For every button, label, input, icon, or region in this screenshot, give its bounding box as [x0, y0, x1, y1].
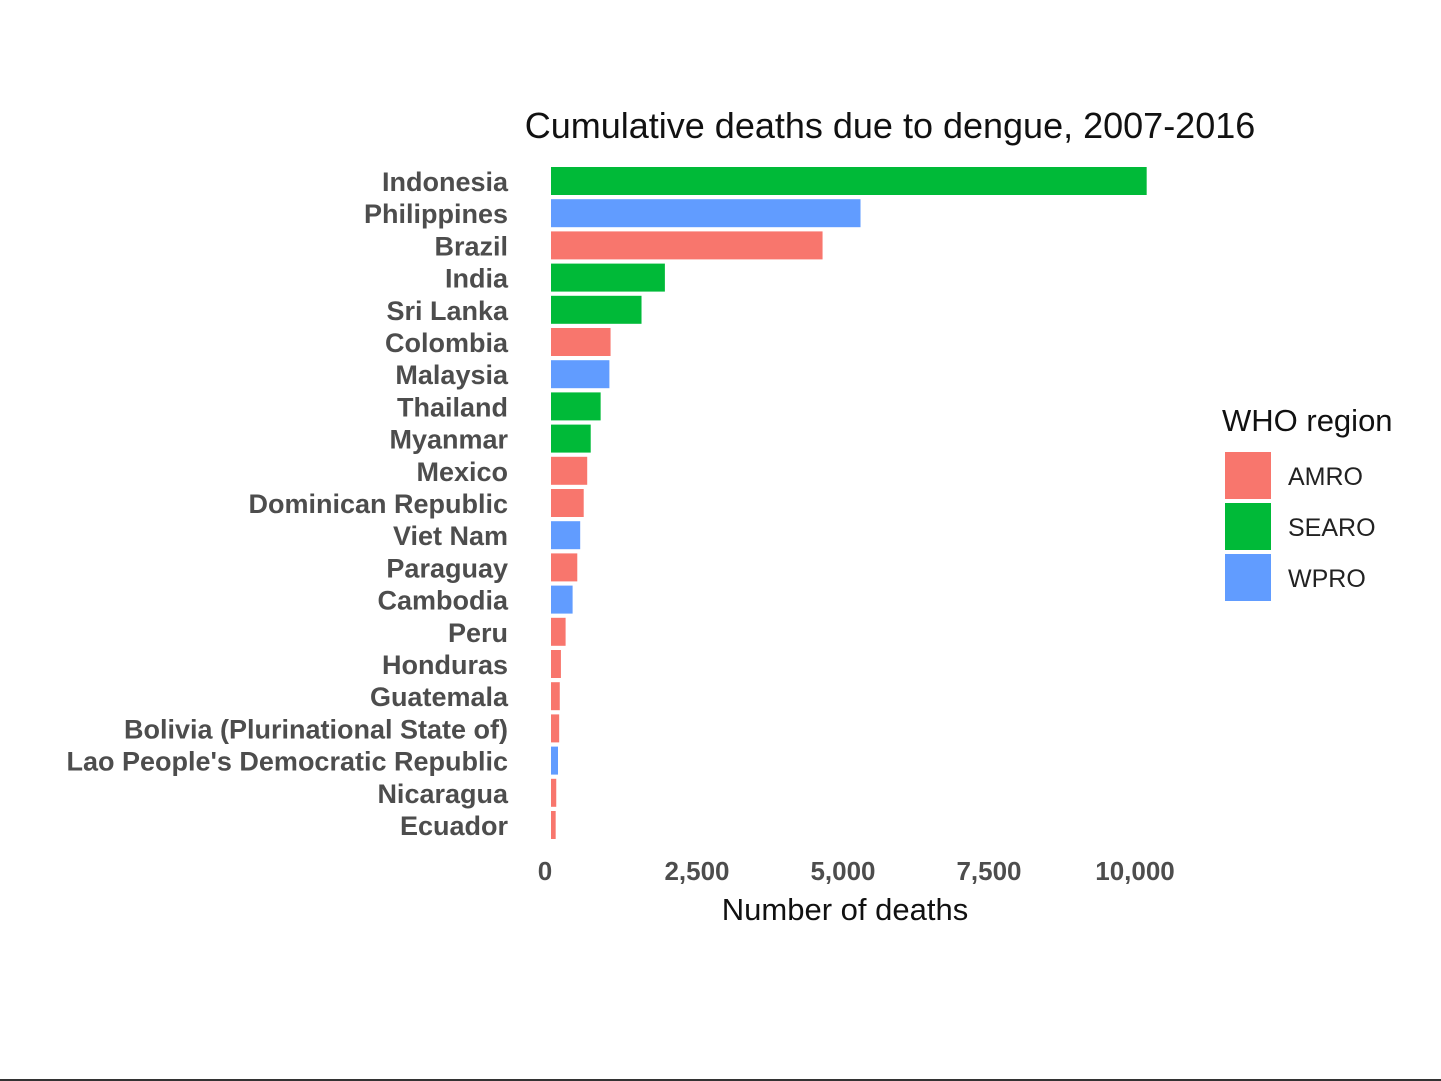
legend-title: WHO region — [1222, 403, 1393, 438]
x-tick-label: 0 — [538, 856, 552, 886]
category-label: Bolivia (Plurinational State of) — [124, 714, 508, 744]
category-label: Paraguay — [386, 553, 508, 583]
category-label: Sri Lanka — [386, 296, 509, 326]
bottom-rule — [0, 1079, 1441, 1081]
x-axis-title: Number of deaths — [722, 892, 968, 927]
category-label: Myanmar — [389, 425, 508, 455]
category-label: Malaysia — [395, 360, 509, 390]
bar — [551, 811, 556, 839]
x-tick-label: 7,500 — [956, 856, 1021, 886]
bar — [551, 328, 611, 356]
bar — [551, 714, 560, 743]
bar — [551, 456, 588, 485]
bar — [551, 778, 557, 807]
category-label: Brazil — [434, 231, 508, 261]
bar — [551, 746, 559, 775]
bar — [551, 617, 566, 646]
bar — [551, 360, 610, 389]
bar — [551, 521, 581, 550]
category-label: Honduras — [382, 650, 508, 680]
category-label: Colombia — [385, 328, 509, 358]
category-label: Viet Nam — [393, 521, 508, 551]
bar — [551, 263, 665, 292]
bar — [551, 295, 642, 324]
category-label: Lao People's Democratic Republic — [66, 747, 508, 777]
bar — [551, 231, 823, 260]
legend-swatch — [1225, 503, 1271, 550]
bar — [551, 489, 584, 517]
legend-label: SEARO — [1288, 514, 1376, 542]
bar — [551, 167, 1147, 195]
category-label: Ecuador — [400, 811, 509, 841]
category-label: Dominican Republic — [248, 489, 508, 519]
category-label: India — [445, 264, 509, 294]
category-label: Philippines — [364, 199, 508, 229]
x-tick-label: 10,000 — [1095, 856, 1175, 886]
x-tick-label: 2,500 — [664, 856, 729, 886]
x-axis-ticks: 0 2,500 5,000 7,500 10,000 — [538, 856, 1175, 886]
bars — [551, 167, 1147, 839]
category-label: Cambodia — [377, 586, 509, 616]
legend: WHO region AMRO SEARO WPRO — [1222, 403, 1393, 601]
legend-label: WPRO — [1288, 565, 1366, 593]
legend-swatch — [1225, 554, 1271, 601]
bar — [551, 585, 573, 614]
bar — [551, 199, 861, 228]
category-label: Nicaragua — [377, 779, 509, 809]
bar — [551, 682, 560, 711]
category-label: Mexico — [416, 457, 508, 487]
category-label: Thailand — [397, 392, 508, 422]
category-label: Indonesia — [382, 167, 509, 197]
bar — [551, 650, 561, 678]
bar — [551, 424, 591, 453]
category-label: Guatemala — [370, 682, 509, 712]
category-label: Peru — [448, 618, 508, 648]
bar — [551, 553, 578, 582]
bar — [551, 392, 601, 421]
legend-swatch — [1225, 452, 1271, 499]
chart-title: Cumulative deaths due to dengue, 2007-20… — [525, 105, 1256, 146]
legend-label: AMRO — [1288, 463, 1363, 491]
legend-items: AMRO SEARO WPRO — [1225, 452, 1376, 601]
x-tick-label: 5,000 — [810, 856, 875, 886]
